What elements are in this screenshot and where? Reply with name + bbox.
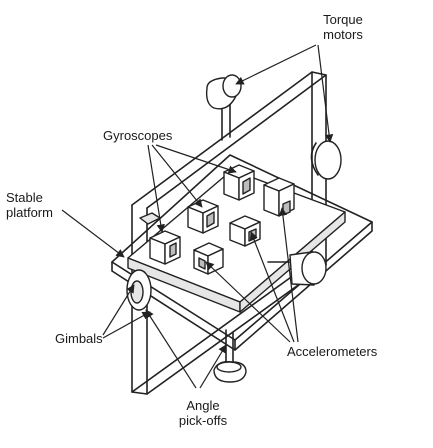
stable-platform-label: Stable platform — [6, 190, 53, 220]
accelerometer-2 — [229, 215, 261, 247]
middle-gimbal-ring — [111, 154, 373, 351]
accelerometers-label: Accelerometers — [287, 344, 378, 359]
left-support-pad — [139, 212, 161, 225]
torque-motors-label: Torque motors — [308, 12, 378, 42]
gyroscope-2 — [187, 199, 219, 234]
gyroscope-3 — [223, 164, 255, 201]
leader-arrows — [61, 44, 334, 389]
torque-motor-right — [310, 140, 342, 180]
gimbals-label: Gimbals — [55, 331, 103, 346]
torque-motor-top — [205, 74, 242, 141]
angle-pickoffs-label-line1: Angle — [186, 398, 220, 413]
torque-motors-label-line2: motors — [323, 27, 363, 42]
bottom-pickoff — [213, 329, 247, 383]
stable-platform-label-line1: Stable — [6, 190, 43, 205]
gyroscopes-label: Gyroscopes — [103, 128, 173, 143]
stable-platform-label-line2: platform — [6, 205, 53, 220]
torque-motors-label-line1: Torque — [323, 12, 363, 27]
accelerometer-3 — [263, 177, 295, 217]
accelerometer-1 — [193, 242, 224, 275]
right-pickoff — [267, 251, 327, 286]
angle-pickoffs-label: Angle pick-offs — [168, 398, 238, 428]
gyroscope-1 — [149, 230, 181, 265]
angle-pickoffs-label-line2: pick-offs — [178, 413, 228, 428]
